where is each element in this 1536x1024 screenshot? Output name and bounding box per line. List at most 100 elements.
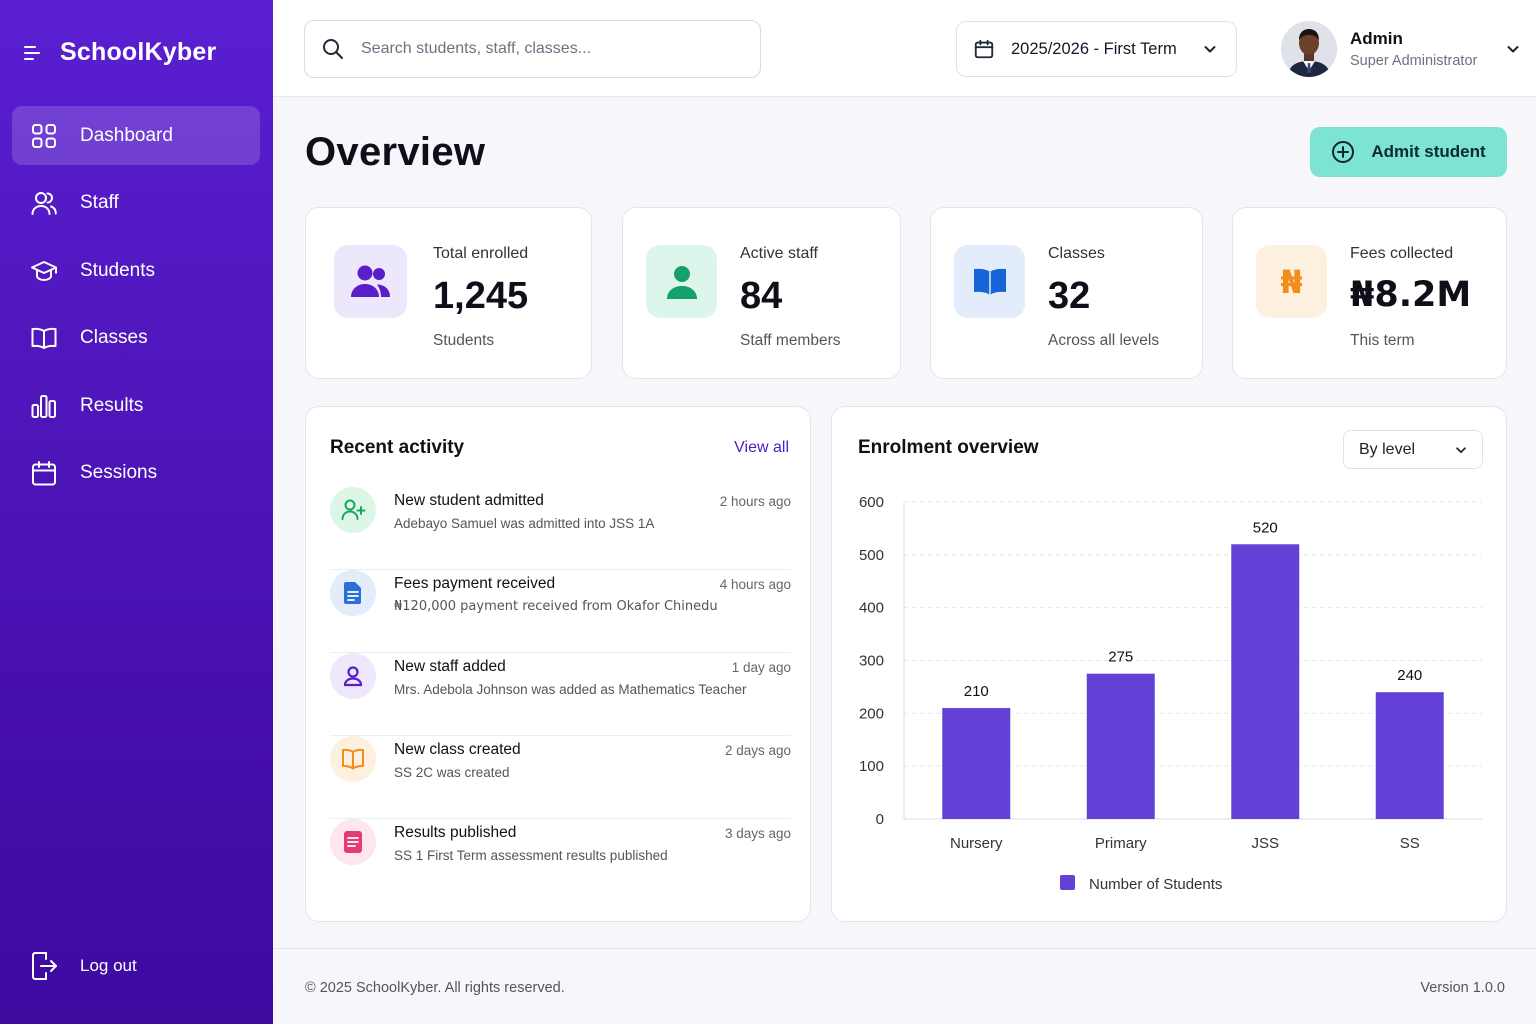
stat-value: ₦8.2M: [1350, 275, 1472, 315]
term-selector[interactable]: 2025/2026 - First Term: [956, 21, 1237, 77]
sidebar-item-label: Sessions: [80, 462, 158, 483]
panel-title: Recent activity: [330, 437, 465, 458]
document-icon: [330, 570, 376, 616]
activity-title: New staff added: [394, 658, 506, 675]
y-tick-label: 100: [859, 758, 884, 775]
stat-icon-box: [646, 245, 717, 318]
users-icon: [350, 265, 390, 297]
activity-item[interactable]: Fees payment received ₦120,000 payment r…: [330, 570, 791, 653]
brand: SchoolKyber: [24, 38, 216, 67]
activity-desc: Mrs. Adebola Johnson was added as Mathem…: [394, 682, 747, 697]
sidebar-item-sessions[interactable]: Sessions: [12, 444, 260, 503]
stat-card-fees: ₦ Fees collected ₦8.2M This term: [1232, 207, 1507, 379]
level-filter-value: By level: [1359, 440, 1416, 458]
y-tick-label: 400: [859, 600, 884, 617]
open-book-icon: [31, 327, 57, 349]
logout-button[interactable]: Log out: [30, 950, 137, 982]
stat-icon-box: [334, 245, 407, 318]
term-label: 2025/2026 - First Term: [1011, 39, 1177, 58]
sidebar-item-dashboard[interactable]: Dashboard: [12, 106, 260, 165]
activity-desc: Adebayo Samuel was admitted into JSS 1A: [394, 516, 655, 531]
admit-student-label: Admit student: [1371, 142, 1486, 161]
panel-title: Enrolment overview: [858, 437, 1039, 458]
activity-item[interactable]: New class created SS 2C was created 2 da…: [330, 736, 791, 819]
data-label: 520: [1253, 519, 1278, 536]
sidebar-item-classes[interactable]: Classes: [12, 309, 260, 368]
legend-swatch: [1060, 875, 1075, 890]
legend-label: Number of Students: [1089, 876, 1222, 893]
search-icon: [323, 39, 343, 59]
search-box[interactable]: [304, 20, 761, 78]
naira-icon: ₦: [1280, 262, 1303, 301]
logout-label: Log out: [80, 956, 137, 975]
x-tick-label: Primary: [1095, 835, 1147, 852]
plus-circle-icon: [1332, 141, 1355, 163]
search-input[interactable]: [361, 40, 741, 58]
copyright: © 2025 SchoolKyber. All rights reserved.: [305, 980, 565, 996]
y-tick-label: 500: [859, 547, 884, 564]
avatar[interactable]: [1281, 21, 1337, 77]
data-label: 275: [1108, 649, 1133, 666]
menu-icon[interactable]: [24, 44, 42, 62]
sidebar-item-results[interactable]: Results: [12, 376, 260, 435]
stat-label: Classes: [1048, 245, 1105, 262]
book-icon: [973, 268, 1006, 295]
admit-student-button[interactable]: Admit student: [1310, 127, 1507, 177]
stat-icon-box: ₦: [1256, 245, 1327, 318]
enrolment-overview-panel: Enrolment overview By level 0 100 200 300 40…: [831, 406, 1507, 922]
chevron-down-icon: [1204, 46, 1216, 53]
stat-value: 32: [1048, 275, 1091, 317]
stat-sub: Students: [433, 332, 495, 349]
activity-time: 2 days ago: [724, 743, 791, 758]
sidebar-item-students[interactable]: Students: [12, 241, 260, 300]
bar: [942, 708, 1011, 819]
activity-item[interactable]: Results published SS 1 First Term assess…: [330, 819, 791, 902]
y-tick-label: 200: [859, 705, 884, 722]
sidebar-item-staff[interactable]: Staff: [12, 174, 260, 233]
activity-time: 1 day ago: [731, 660, 791, 675]
activity-time: 2 hours ago: [719, 494, 791, 509]
sidebar-item-label: Staff: [80, 192, 119, 213]
activity-desc: SS 1 First Term assessment results publi…: [394, 848, 668, 863]
level-filter-select[interactable]: By level: [1343, 430, 1483, 469]
user-icon: [666, 265, 697, 299]
stat-label: Fees collected: [1350, 245, 1454, 262]
page-title: Overview: [305, 130, 486, 174]
stat-value: 84: [740, 275, 783, 317]
activity-desc: ₦120,000 payment received from Okafor Ch…: [394, 599, 718, 614]
activity-item[interactable]: New staff added Mrs. Adebola Johnson was…: [330, 653, 791, 736]
stat-card-staff: Active staff 84 Staff members: [622, 207, 901, 379]
report-icon: [330, 819, 376, 865]
bar: [1086, 673, 1155, 819]
activity-time: 4 hours ago: [719, 577, 791, 592]
logout-icon: [32, 952, 57, 980]
activity-item[interactable]: New student admitted Adebayo Samuel was …: [330, 487, 791, 570]
activity-title: Fees payment received: [394, 575, 556, 592]
calendar-icon: [974, 39, 994, 59]
sidebar-item-label: Results: [80, 394, 144, 416]
book-icon: [330, 736, 376, 782]
stat-icon-box: [954, 245, 1025, 318]
y-tick-label: 600: [859, 494, 884, 511]
view-all-link[interactable]: View all: [734, 439, 789, 456]
sidebar-item-label: Classes: [80, 327, 148, 348]
x-tick-label: Nursery: [950, 835, 1003, 852]
data-label: 210: [964, 683, 989, 700]
x-tick-label: JSS: [1251, 835, 1279, 852]
stat-label: Active staff: [740, 245, 818, 262]
user-name: Admin: [1350, 29, 1403, 48]
footer: © 2025 SchoolKyber. All rights reserved.…: [273, 948, 1536, 1024]
graduation-cap-icon: [31, 260, 57, 281]
user-menu[interactable]: Admin Super Administrator: [1281, 20, 1521, 78]
activity-title: New class created: [394, 741, 521, 758]
stat-card-classes: Classes 32 Across all levels: [930, 207, 1203, 379]
stat-label: Total enrolled: [433, 245, 529, 262]
bar: [1231, 544, 1300, 819]
activity-desc: SS 2C was created: [394, 765, 510, 780]
dashboard-grid-icon: [32, 123, 56, 148]
avatar-photo: [1281, 21, 1337, 77]
top-header: 2025/2026 - First Term Admin Super Admin…: [273, 0, 1536, 97]
activity-title: Results published: [394, 824, 517, 841]
user-role: Super Administrator: [1350, 53, 1478, 69]
y-tick-label: 0: [876, 811, 884, 828]
